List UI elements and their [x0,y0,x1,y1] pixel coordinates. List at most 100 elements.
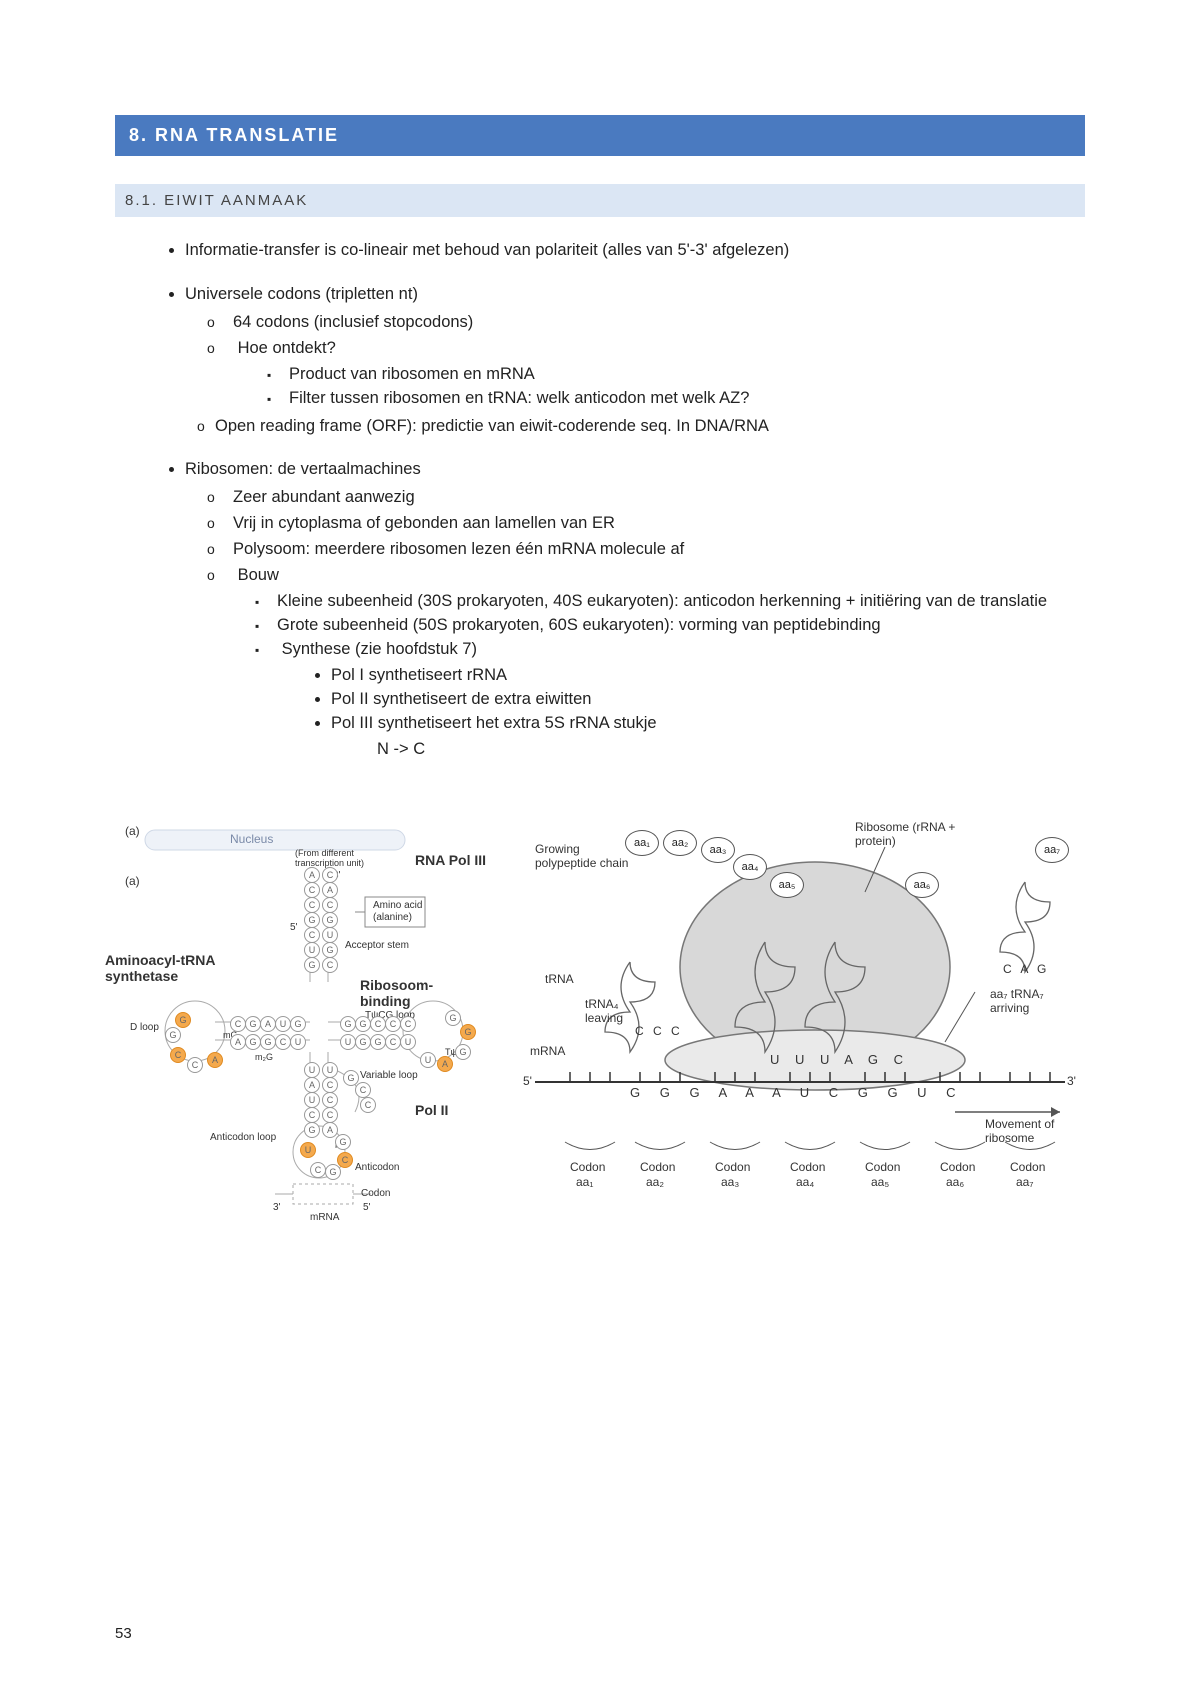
fig-label: RNA Pol III [415,852,486,869]
nucleotide: C [322,897,338,913]
fig-label: Pol II [415,1102,448,1119]
fig-label: Ribosoom-binding [360,977,460,1011]
bullet-item: Zeer abundant aanwezig [233,486,1085,510]
bullet-item: Ribosomen: de vertaalmachines Zeer abund… [185,458,1085,761]
nucleotide: C [337,1152,353,1168]
nucleotide: U [322,1062,338,1078]
figure-trna: (a) Nucleus (From different transcriptio… [115,812,505,1232]
bullet-item: Synthese (zie hoofdstuk 7) Pol I synthet… [277,638,1085,762]
nucleotide: G [355,1034,371,1050]
fig-label: (From different transcription unit) [295,848,375,870]
aa-label: aa₄ [796,1175,814,1189]
nucleotide: C [360,1097,376,1113]
aa-label: aa₅ [871,1175,889,1189]
fig-label: Anticodon [355,1162,399,1174]
fig-label: Codon [361,1188,390,1200]
aa-circle: aa₄ [733,854,767,880]
nucleotide: A [304,1077,320,1093]
aa-circle: aa₂ [663,830,697,856]
fig-label: Nucleus [230,832,273,846]
nucleotide: G [165,1027,181,1043]
nucleotide: C [322,1092,338,1108]
codon-label: Codon [1010,1160,1045,1174]
bullet-text: Ribosomen: de vertaalmachines [185,460,421,478]
page-number: 53 [115,1625,132,1642]
fig-label: mRNA [310,1212,339,1224]
nucleotide: U [304,942,320,958]
content-body: Informatie-transfer is co-lineair met be… [115,239,1085,762]
nucleotide: C [322,1077,338,1093]
nucleotide: C [385,1016,401,1032]
bullet-item: Informatie-transfer is co-lineair met be… [185,239,1085,263]
nucleotide: C [170,1047,186,1063]
fig-label: Ribosome (rRNA + protein) [855,820,995,849]
nucleotide: G [322,912,338,928]
nucleotide: U [275,1016,291,1032]
nucleotide: G [355,1016,371,1032]
page: 8. RNA TRANSLATIE 8.1. EIWIT AANMAAK Inf… [0,0,1200,1697]
nucleotide: A [322,882,338,898]
nc-text: N -> C [277,738,1085,762]
bullet-item: Polysoom: meerdere ribosomen lezen één m… [233,538,1085,562]
nucleotide: C [322,1107,338,1123]
codon-label: Codon [640,1160,675,1174]
fig-label: aa₇ tRNA₇ arriving [990,987,1070,1016]
bullet-item: Pol II synthetiseert de extra eiwitten [331,688,1085,712]
nucleotide: G [175,1012,191,1028]
nucleotide: A [322,1122,338,1138]
codon-label: Codon [940,1160,975,1174]
nucleotide: G [340,1016,356,1032]
nucleotide: C [304,927,320,943]
nucleotide: A [260,1016,276,1032]
bullet-item: 64 codons (inclusief stopcodons) [233,311,1085,335]
bullet-item: Pol I synthetiseert rRNA [331,664,1085,688]
nucleotide: G [322,942,338,958]
nucleotide: U [304,1062,320,1078]
fig-label: 5' [363,1202,370,1214]
nucleotide: G [370,1034,386,1050]
fig-label: Acceptor stem [345,940,409,952]
aa-circle: aa₆ [905,872,939,898]
nucleotide: C [322,867,338,883]
nucleotide: A [207,1052,223,1068]
codon-label: Codon [570,1160,605,1174]
nucleotide: C [275,1034,291,1050]
bullet-item: Product van ribosomen en mRNA [289,363,1085,387]
nucleotide: G [304,1122,320,1138]
nucleotide: C [230,1016,246,1032]
fig-label: m₂G [255,1052,273,1063]
nucleotide: C [304,897,320,913]
nucleotide: G [304,957,320,973]
fig-label: 5' [290,922,297,934]
nucleotide: C [355,1082,371,1098]
nucleotide: A [304,867,320,883]
fig-label: Anticodon loop [210,1132,276,1144]
nucleotide: U [304,1092,320,1108]
nucleotide: C [310,1162,326,1178]
nucleotide: G [245,1016,261,1032]
nucleotide: C [370,1016,386,1032]
nucleotide: G [445,1010,461,1026]
nucleotide: G [335,1134,351,1150]
fig-label: U U U A G C [770,1052,909,1068]
bullet-item: Bouw Kleine subeenheid (30S prokaryoten,… [233,564,1085,761]
fig-label: mRNA [530,1044,565,1058]
nucleotide: A [230,1034,246,1050]
fig-label: tRNA₄ leaving [585,997,645,1026]
bullet-item: Kleine subeenheid (30S prokaryoten, 40S … [277,590,1085,614]
fig-label: 3' [273,1202,280,1214]
fig-label: Variable loop [360,1070,418,1082]
aa-label: aa₆ [946,1175,964,1189]
nucleotide: U [340,1034,356,1050]
bullet-item: Vrij in cytoplasma of gebonden aan lamel… [233,512,1085,536]
bullet-item: Universele codons (tripletten nt) 64 cod… [185,283,1085,439]
bullet-item: Filter tussen ribosomen en tRNA: welk an… [289,387,1085,411]
nucleotide: G [460,1024,476,1040]
fig-label: (a) [125,874,140,888]
fig-label: C C C [635,1024,683,1038]
nucleotide: G [325,1164,341,1180]
nucleotide: U [420,1052,436,1068]
aa-label: aa₂ [646,1175,664,1189]
codon-label: Codon [865,1160,900,1174]
nucleotide: C [304,882,320,898]
